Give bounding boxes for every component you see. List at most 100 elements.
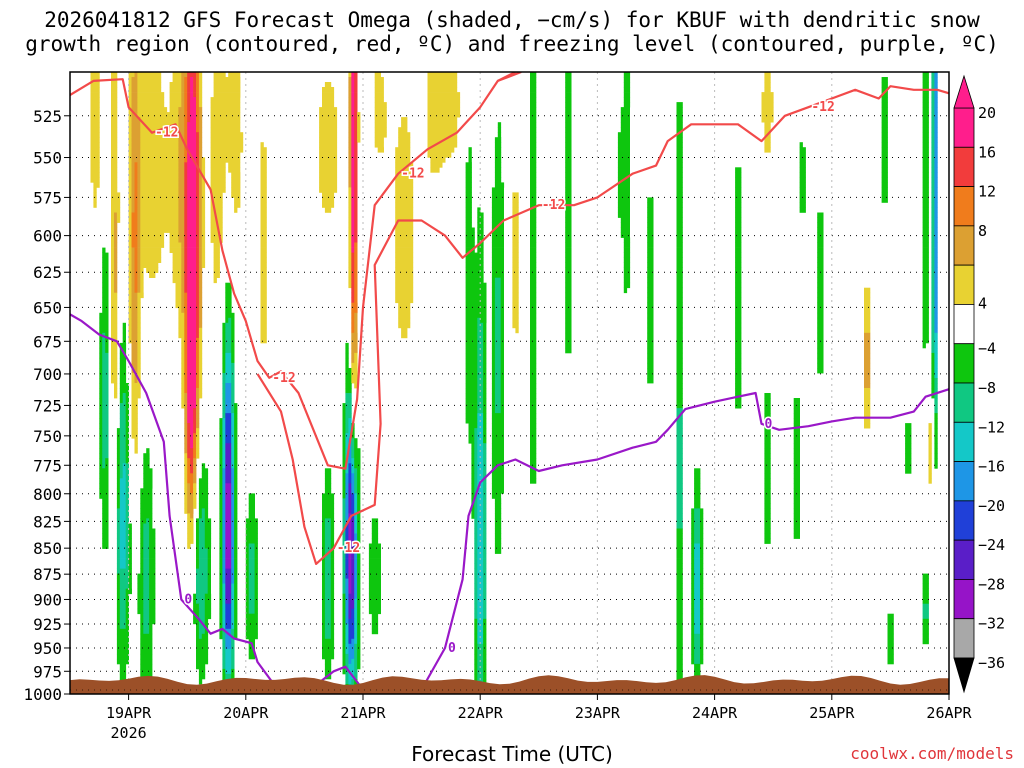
omega-cell: [213, 92, 241, 98]
omega-cell: [93, 187, 97, 193]
omega-cell: [398, 317, 411, 324]
omega-cell: [196, 327, 200, 334]
omega-cell: [111, 352, 118, 359]
y-tick-label: 750: [33, 427, 62, 446]
omega-cell: [178, 127, 185, 133]
omega-cell: [530, 277, 537, 284]
omega-cell: [187, 378, 197, 384]
omega-cell: [354, 453, 361, 459]
omega-cell: [345, 398, 352, 404]
omega-cell: [474, 518, 478, 524]
omega-cell: [196, 643, 209, 650]
omega-cell: [260, 287, 267, 294]
omega-cell: [694, 503, 701, 509]
colorbar-tick-label: 8: [978, 222, 987, 240]
omega-cell: [137, 182, 141, 188]
omega-cell: [198, 157, 203, 163]
omega-cell: [196, 282, 200, 289]
omega-cell: [351, 498, 355, 504]
omega-cell: [114, 217, 118, 223]
omega-cell: [254, 573, 258, 579]
omega-cell: [474, 428, 478, 434]
omega-cell: [319, 172, 338, 178]
omega-cell: [102, 282, 109, 289]
omega-cell: [111, 112, 118, 118]
omega-cell: [201, 237, 206, 243]
omega-cell: [922, 112, 929, 118]
omega-cell: [483, 388, 487, 394]
omega-cell: [184, 453, 188, 459]
omega-cell: [345, 508, 349, 514]
omega-cell: [187, 242, 197, 248]
omega-cell: [483, 383, 487, 389]
omega-cell: [222, 583, 226, 589]
omega-cell: [793, 478, 800, 484]
omega-cell: [348, 252, 352, 258]
omega-cell: [354, 262, 358, 268]
omega-cell: [116, 538, 121, 544]
omega-cell: [198, 152, 203, 158]
omega-cell: [793, 493, 800, 499]
omega-cell: [764, 513, 771, 519]
omega-cell: [351, 262, 355, 268]
omega-cell: [494, 327, 502, 334]
omega-cell: [225, 478, 232, 484]
omega-cell: [374, 72, 381, 78]
omega-cell: [196, 448, 200, 454]
omega-cell: [345, 668, 349, 675]
omega-cell: [99, 388, 103, 394]
omega-cell: [137, 92, 165, 98]
omega-cell: [175, 287, 182, 294]
omega-cell: [345, 388, 352, 394]
omega-cell: [922, 247, 929, 253]
omega-cell: [143, 538, 150, 544]
omega-cell: [351, 608, 355, 615]
omega-cell: [322, 598, 326, 605]
omega-cell: [351, 312, 355, 319]
omega-cell: [137, 82, 162, 88]
omega-cell: [178, 332, 185, 339]
y-tick-label: 975: [33, 662, 62, 681]
omega-cell: [196, 82, 200, 88]
omega-cell: [735, 222, 742, 228]
omega-cell: [131, 167, 135, 173]
omega-cell: [324, 663, 332, 670]
omega-cell: [401, 332, 408, 339]
omega-cell: [395, 237, 414, 243]
omega-cell: [620, 117, 630, 123]
omega-cell: [231, 413, 235, 419]
omega-cell: [351, 292, 355, 299]
omega-cell: [225, 498, 232, 504]
omega-cell: [184, 448, 188, 454]
freezing-level-line: [70, 313, 949, 694]
omega-cell: [225, 583, 232, 589]
omega-cell: [474, 533, 478, 539]
omega-cell: [931, 162, 935, 168]
omega-cell: [500, 332, 504, 339]
omega-cell: [471, 473, 475, 479]
omega-cell: [928, 478, 932, 484]
omega-cell: [330, 603, 335, 610]
omega-cell: [196, 423, 200, 429]
omega-cell: [114, 282, 118, 289]
omega-cell: [471, 508, 475, 514]
omega-cell: [354, 152, 358, 158]
omega-cell: [483, 663, 487, 670]
omega-cell: [178, 157, 185, 163]
omega-cell: [231, 553, 235, 559]
omega-cell: [474, 583, 478, 589]
omega-cell: [99, 337, 103, 344]
colorbar-tick-label: −32: [978, 615, 1005, 633]
omega-cell: [134, 282, 138, 289]
omega-cell: [187, 267, 197, 273]
omega-cell: [225, 292, 232, 299]
omega-cell: [483, 393, 487, 399]
omega-cell: [111, 177, 118, 183]
y-tick-label: 925: [33, 615, 62, 634]
omega-cell: [735, 357, 742, 364]
omega-cell: [225, 578, 232, 584]
omega-cell: [181, 77, 185, 83]
omega-cell: [691, 578, 695, 584]
dgz-minus18-line: [497, 72, 522, 82]
